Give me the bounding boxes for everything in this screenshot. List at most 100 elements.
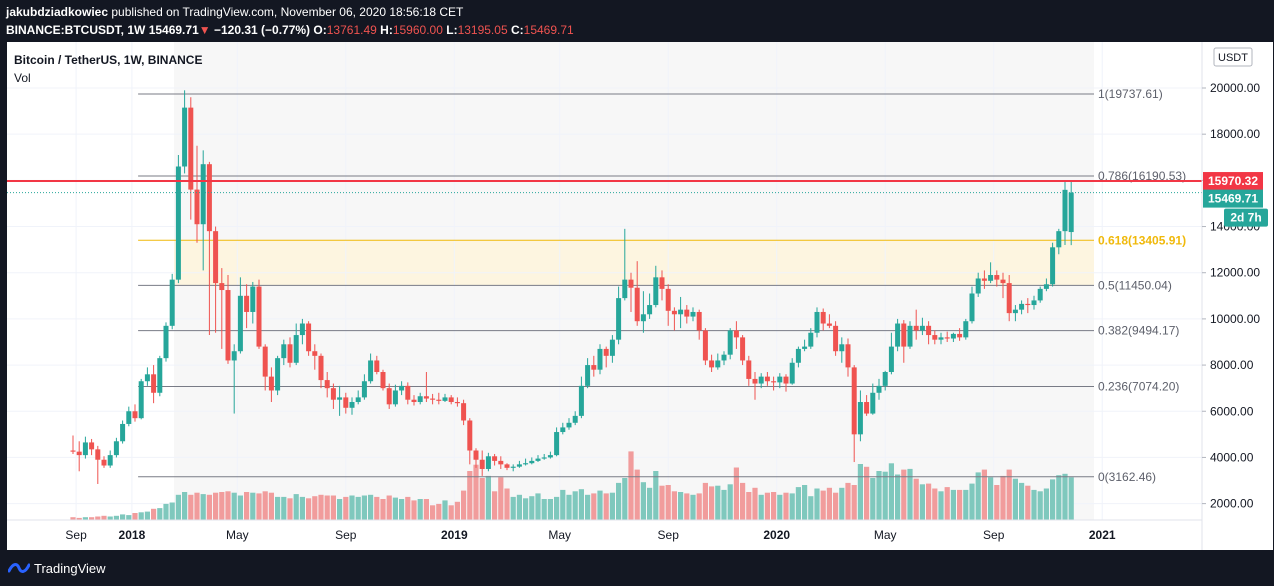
candle-body[interactable]	[485, 456, 491, 469]
candle-body[interactable]	[250, 286, 256, 312]
candle-body[interactable]	[1031, 300, 1037, 306]
candle-body[interactable]	[399, 385, 405, 391]
candle-body[interactable]	[566, 422, 572, 428]
candle-body[interactable]	[740, 337, 746, 361]
candle-body[interactable]	[547, 455, 553, 458]
candle-body[interactable]	[721, 354, 727, 361]
candle-body[interactable]	[361, 381, 367, 398]
candle-body[interactable]	[1019, 303, 1025, 310]
candle-body[interactable]	[237, 295, 243, 352]
candle-body[interactable]	[101, 459, 107, 466]
candle-body[interactable]	[151, 374, 157, 393]
candle-body[interactable]	[213, 231, 219, 284]
candle-body[interactable]	[461, 403, 467, 421]
candle-body[interactable]	[1037, 288, 1043, 301]
candle-body[interactable]	[988, 275, 994, 281]
candle-body[interactable]	[113, 441, 119, 456]
candle-body[interactable]	[287, 344, 293, 363]
candle-body[interactable]	[690, 311, 696, 317]
candle-body[interactable]	[919, 325, 925, 331]
candle-body[interactable]	[963, 321, 969, 338]
candle-body[interactable]	[969, 293, 975, 322]
candle-body[interactable]	[182, 107, 188, 167]
candle-body[interactable]	[603, 348, 609, 356]
candle-body[interactable]	[622, 279, 628, 299]
candle-body[interactable]	[337, 397, 343, 400]
candle-body[interactable]	[386, 388, 392, 405]
candle-body[interactable]	[839, 344, 845, 352]
candle-body[interactable]	[82, 442, 88, 456]
candle-body[interactable]	[194, 189, 200, 225]
candle-body[interactable]	[175, 166, 181, 280]
candle-body[interactable]	[281, 344, 287, 359]
candle-body[interactable]	[318, 355, 324, 381]
candle-body[interactable]	[957, 333, 963, 338]
candle-body[interactable]	[89, 442, 95, 450]
candle-body[interactable]	[231, 351, 237, 361]
candle-body[interactable]	[678, 309, 684, 315]
candle-body[interactable]	[157, 358, 163, 393]
candle-body[interactable]	[188, 107, 194, 190]
candle-body[interactable]	[380, 372, 386, 389]
candle-body[interactable]	[436, 399, 442, 401]
candle-body[interactable]	[244, 295, 250, 312]
candle-body[interactable]	[411, 399, 417, 403]
candle-body[interactable]	[907, 325, 913, 347]
candle-body[interactable]	[752, 378, 758, 384]
candle-body[interactable]	[578, 385, 584, 416]
candle-body[interactable]	[851, 367, 857, 435]
candle-body[interactable]	[789, 362, 795, 384]
candle-body[interactable]	[857, 402, 863, 435]
candle-body[interactable]	[200, 164, 206, 225]
candle-body[interactable]	[374, 360, 380, 373]
candle-body[interactable]	[504, 464, 510, 468]
candle-body[interactable]	[454, 402, 460, 404]
candle-body[interactable]	[219, 283, 225, 291]
candle-body[interactable]	[405, 385, 411, 400]
candle-body[interactable]	[783, 376, 789, 384]
candle-body[interactable]	[206, 164, 212, 232]
candle-body[interactable]	[808, 332, 814, 347]
author-name[interactable]: jakubdziadkowiec	[6, 5, 109, 19]
candle-body[interactable]	[144, 374, 150, 382]
candle-body[interactable]	[349, 402, 355, 408]
candle-body[interactable]	[702, 330, 708, 361]
candle-body[interactable]	[764, 376, 770, 382]
candle-body[interactable]	[926, 325, 932, 336]
candle-body[interactable]	[1050, 247, 1056, 285]
candle-body[interactable]	[616, 298, 622, 340]
candle-body[interactable]	[138, 381, 144, 419]
candle-body[interactable]	[70, 450, 76, 452]
candle-body[interactable]	[256, 286, 262, 347]
candle-body[interactable]	[324, 380, 330, 389]
candle-body[interactable]	[1062, 189, 1068, 232]
candle-body[interactable]	[107, 455, 113, 466]
candle-body[interactable]	[479, 459, 485, 469]
candle-body[interactable]	[467, 420, 473, 451]
candle-body[interactable]	[882, 372, 888, 386]
brand-footer[interactable]: TradingView	[8, 558, 106, 578]
candle-body[interactable]	[1006, 283, 1012, 314]
candle-body[interactable]	[634, 287, 640, 322]
candle-body[interactable]	[733, 330, 739, 338]
candle-body[interactable]	[771, 381, 777, 383]
candle-body[interactable]	[820, 311, 826, 324]
candle-body[interactable]	[132, 411, 138, 419]
candle-body[interactable]	[355, 397, 361, 403]
candle-body[interactable]	[368, 360, 374, 382]
candle-body[interactable]	[640, 314, 646, 322]
candle-body[interactable]	[1068, 192, 1074, 233]
candle-body[interactable]	[727, 330, 733, 355]
candle-body[interactable]	[609, 339, 615, 356]
candle-body[interactable]	[944, 337, 950, 339]
candle-body[interactable]	[1025, 303, 1031, 306]
candle-body[interactable]	[659, 277, 665, 289]
candle-body[interactable]	[541, 457, 547, 459]
price-chart[interactable]: 1(19737.61) 0.786(16190.53) 0.618(13405.91…	[0, 42, 1274, 552]
candle-body[interactable]	[870, 392, 876, 414]
candle-body[interactable]	[492, 456, 498, 461]
candle-body[interactable]	[795, 348, 801, 363]
candle-body[interactable]	[647, 305, 653, 315]
candle-body[interactable]	[510, 466, 516, 468]
candle-body[interactable]	[1000, 279, 1006, 284]
